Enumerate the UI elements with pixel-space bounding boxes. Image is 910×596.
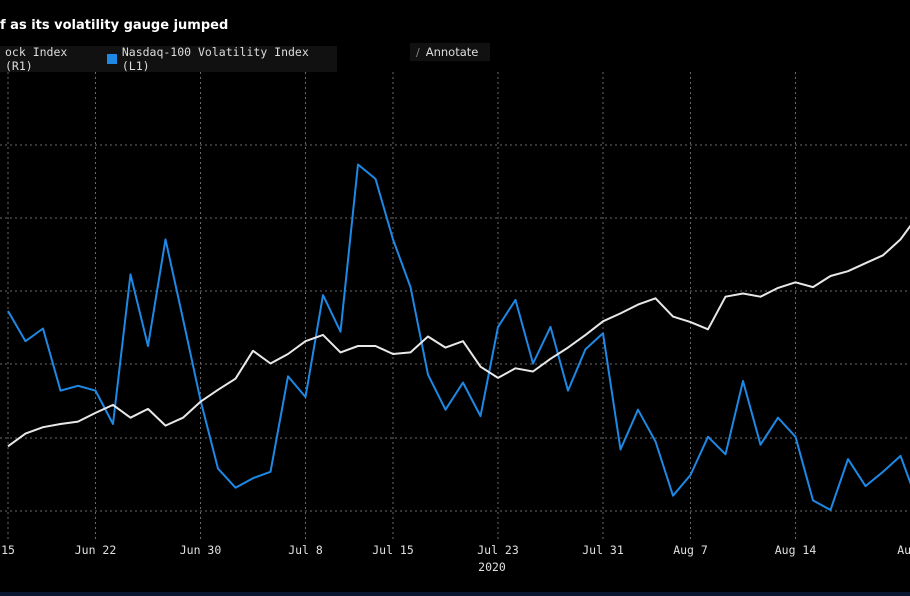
x-tick-label: Aug 24 — [897, 543, 910, 557]
x-tick-label: Jul 31 — [582, 543, 624, 557]
x-tick-label: Jul 15 — [372, 543, 414, 557]
x-tick-label: Aug 7 — [673, 543, 708, 557]
x-tick-label: Jul 23 — [477, 543, 519, 557]
chart-title: f as its volatility gauge jumped — [0, 18, 229, 33]
x-tick-label: Aug 14 — [775, 543, 817, 557]
x-axis-year-label: 2020 — [478, 560, 506, 574]
annotate-button[interactable]: ∕ Annotate — [410, 43, 490, 61]
pencil-icon: ∕ — [416, 45, 420, 59]
vol-series-swatch — [107, 54, 117, 64]
legend[interactable]: ock Index (R1) Nasdaq-100 Volatility Ind… — [0, 45, 337, 73]
legend-stock-label[interactable]: ock Index (R1) — [5, 45, 68, 73]
x-tick-label: Jun 22 — [75, 543, 117, 557]
x-tick-label: Jun 30 — [180, 543, 222, 557]
x-tick-label: Jul 8 — [288, 543, 323, 557]
stock-index-series-line — [7, 224, 910, 448]
bottom-strip — [0, 592, 910, 596]
annotate-label: Annotate — [425, 45, 479, 59]
legend-vol-label[interactable]: Nasdaq-100 Volatility Index (L1) — [121, 45, 309, 73]
volatility-series-line — [7, 163, 910, 511]
x-tick-label: 15 — [1, 543, 15, 557]
